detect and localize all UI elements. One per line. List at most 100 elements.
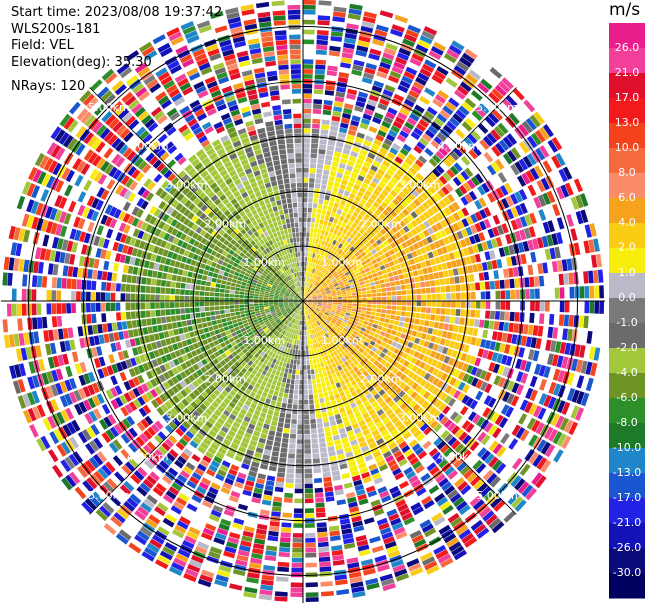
radar-gate <box>484 152 494 163</box>
radar-gate <box>416 307 421 312</box>
radar-gate <box>364 517 375 524</box>
radar-gate <box>328 181 334 187</box>
radar-gate <box>323 299 328 300</box>
radar-gate <box>37 317 43 329</box>
radar-gate <box>333 156 340 162</box>
radar-gate <box>275 487 284 493</box>
radar-gate <box>394 321 399 326</box>
radar-gate <box>424 320 429 326</box>
radar-gate <box>22 289 27 301</box>
radar-gate <box>381 288 386 292</box>
radar-gate <box>56 303 61 314</box>
radar-gate <box>317 30 329 35</box>
radar-gate <box>445 316 450 323</box>
radar-gate <box>555 288 560 299</box>
radar-gate <box>530 376 538 387</box>
radar-gate <box>382 292 387 296</box>
radar-gate <box>319 443 326 448</box>
radar-gate <box>224 298 229 301</box>
radar-gate <box>51 303 56 314</box>
radar-gate <box>456 309 461 316</box>
radar-gate <box>303 208 307 213</box>
radar-gate <box>86 292 91 301</box>
radar-gate <box>307 222 311 227</box>
radar-gate <box>316 40 328 45</box>
radar-gate <box>310 228 314 233</box>
radar-gate <box>150 302 155 309</box>
radar-gate <box>321 230 325 235</box>
radar-gate <box>291 568 303 573</box>
radar-gate <box>278 422 284 427</box>
radar-gate <box>267 475 276 481</box>
radar-gate <box>481 301 486 309</box>
radar-gate <box>576 375 584 388</box>
radar-gate <box>451 293 456 300</box>
radar-gate <box>303 193 308 198</box>
radar-gate <box>215 311 220 315</box>
radar-gate <box>337 220 342 226</box>
radar-gate <box>314 394 319 399</box>
radar-gate <box>303 0 316 5</box>
radar-gate <box>369 126 378 133</box>
radar-gate <box>363 321 368 325</box>
radar-gate <box>303 74 313 79</box>
radar-gate <box>436 287 441 293</box>
radar-gate <box>593 270 599 283</box>
radar-gate <box>266 414 272 420</box>
radar-gate <box>359 281 364 285</box>
radar-gate <box>486 291 491 299</box>
radar-gate <box>313 468 321 473</box>
radar-gate <box>218 324 223 329</box>
radar-gate <box>450 317 455 324</box>
radar-gate <box>342 305 347 307</box>
radar-gate <box>304 449 311 454</box>
radar-gate <box>265 485 274 491</box>
radar-gate <box>455 285 460 292</box>
radar-gate <box>392 296 397 300</box>
radar-gate <box>375 267 381 272</box>
radar-gate <box>380 331 386 336</box>
radar-gate <box>481 292 486 300</box>
radar-gate <box>468 327 474 335</box>
radar-gate <box>287 358 291 363</box>
radar-gate <box>376 289 381 293</box>
radar-gate <box>389 335 395 341</box>
radar-gate <box>400 280 405 285</box>
radar-gate <box>101 303 106 312</box>
radar-gate <box>456 301 461 308</box>
radar-gate <box>334 203 340 209</box>
radar-gate <box>279 457 286 462</box>
radar-gate <box>426 334 432 341</box>
radar-gate <box>195 313 200 318</box>
radar-gate <box>101 313 106 322</box>
radar-gate <box>305 543 316 548</box>
radar-gate <box>68 328 74 339</box>
radar-gate <box>325 160 332 166</box>
radar-gate <box>234 302 239 305</box>
radar-gate <box>220 310 225 314</box>
radar-gate <box>299 340 301 345</box>
radar-gate <box>272 369 277 374</box>
radar-gate <box>315 488 324 493</box>
radar-gate <box>331 384 336 390</box>
radar-gate <box>390 282 395 287</box>
radar-gate <box>383 274 388 279</box>
radar-gate <box>226 317 231 321</box>
radar-gate <box>271 421 277 427</box>
radar-gate <box>92 325 98 335</box>
radar-gate <box>319 373 323 378</box>
radar-gate <box>272 395 277 401</box>
radar-gate <box>318 368 322 373</box>
radar-gate <box>318 433 324 438</box>
radar-gate <box>283 398 288 403</box>
radar-gate <box>309 238 312 243</box>
radar-gate <box>279 417 285 422</box>
radar-gate <box>250 309 255 312</box>
radar-gate <box>589 301 594 314</box>
radar-gate <box>396 291 401 296</box>
radar-gate <box>185 296 190 301</box>
radar-gate <box>329 526 339 532</box>
radar-gate <box>329 416 335 422</box>
radar-gate <box>312 213 316 218</box>
radar-gate <box>307 257 309 262</box>
